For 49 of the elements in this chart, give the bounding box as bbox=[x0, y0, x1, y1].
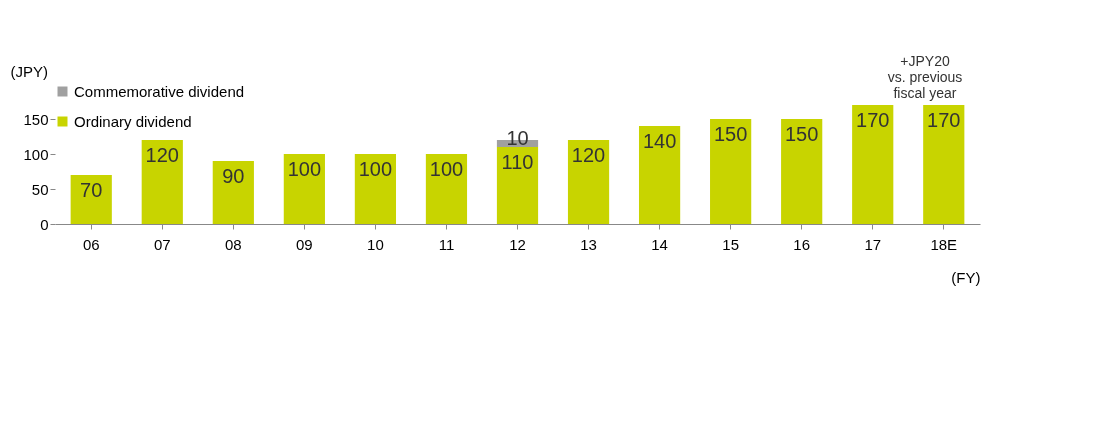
bar bbox=[141, 140, 183, 224]
x-tick-label: 10 bbox=[367, 235, 384, 253]
x-tick-label: 07 bbox=[153, 235, 171, 253]
data-label: 100 bbox=[429, 158, 464, 180]
data-label: 170 bbox=[856, 109, 890, 131]
data-label: 150 bbox=[784, 123, 819, 145]
data-label: 110 bbox=[501, 151, 534, 173]
y-tick-label: 50 bbox=[31, 180, 49, 198]
bar bbox=[567, 140, 610, 224]
legend-label: Commemorative dividend bbox=[74, 82, 245, 100]
data-label: 10 bbox=[506, 127, 529, 149]
bar bbox=[710, 119, 752, 224]
bar bbox=[354, 154, 397, 224]
data-label: 170 bbox=[927, 109, 961, 131]
x-tick-label: 08 bbox=[224, 235, 242, 253]
y-axis-title: (JPY) bbox=[10, 62, 48, 80]
bar bbox=[283, 154, 325, 224]
bar bbox=[212, 161, 254, 224]
x-tick-label: 18E bbox=[930, 235, 958, 253]
bar bbox=[425, 154, 468, 224]
bar bbox=[496, 147, 539, 224]
x-axis-title: (FY) bbox=[951, 268, 981, 286]
bar bbox=[781, 119, 823, 224]
data-label: 120 bbox=[571, 144, 606, 166]
data-label: 150 bbox=[713, 123, 748, 145]
x-tick-label: 14 bbox=[651, 235, 668, 253]
x-tick-label: 11 bbox=[438, 235, 455, 253]
x-tick-label: 15 bbox=[722, 235, 739, 253]
annotation: +JPY20 vs. previous fiscal year bbox=[887, 53, 963, 101]
bar bbox=[70, 175, 112, 224]
y-tick-label: 150 bbox=[23, 110, 49, 128]
data-label: 140 bbox=[642, 130, 677, 152]
x-tick-label: 06 bbox=[82, 235, 100, 253]
bar bbox=[638, 126, 681, 224]
data-label: 120 bbox=[145, 144, 179, 166]
legend-label: Ordinary dividend bbox=[74, 112, 192, 130]
bar bbox=[852, 105, 894, 224]
x-tick-label: 13 bbox=[580, 235, 597, 253]
data-label: 70 bbox=[80, 179, 103, 201]
data-label: 100 bbox=[358, 158, 393, 180]
y-tick-label: 100 bbox=[23, 145, 49, 163]
x-tick-label: 09 bbox=[296, 235, 313, 253]
data-label: 100 bbox=[287, 158, 322, 180]
x-tick-label: 17 bbox=[864, 235, 882, 253]
bar bbox=[923, 105, 965, 224]
x-tick-label: 12 bbox=[509, 235, 526, 253]
data-label: 90 bbox=[222, 165, 245, 187]
x-tick-label: 16 bbox=[793, 235, 811, 253]
y-tick-label: 0 bbox=[40, 215, 49, 233]
